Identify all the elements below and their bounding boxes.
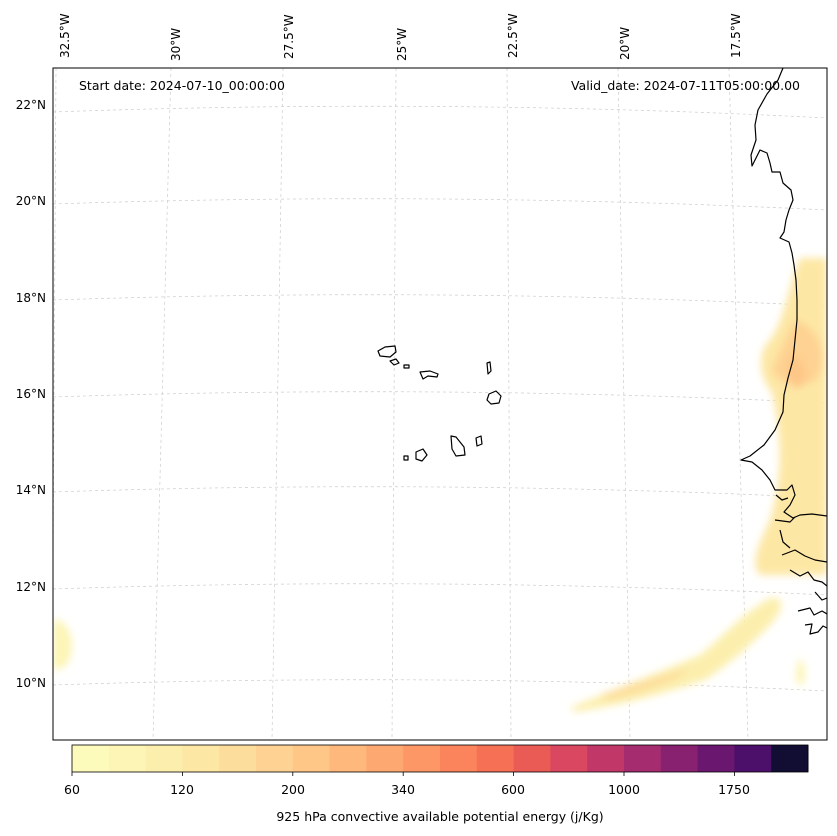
gridline-lat-22 [53,105,827,119]
gridline-lon-27-5 [271,68,284,740]
colorbar-swatch [145,745,183,772]
colorbar-swatch [256,745,294,772]
coastline-guinea-bissau [789,569,827,635]
colorbar-swatch [108,745,147,772]
lat-label-16: 16°N [15,387,46,401]
island-sal [486,361,492,375]
colorbar-swatch [219,745,257,772]
lat-label-18: 18°N [15,291,46,305]
colorbar-swatch [440,745,478,772]
gridline-lat-10 [53,679,827,692]
colorbar-swatch [771,745,809,772]
gridline-lon-32-5 [53,68,57,631]
island-boa-vista [486,390,502,405]
gridline-lon-20 [617,68,631,740]
colorbar-swatch [366,745,404,772]
gridline-lat-16 [53,391,827,404]
colorbar-tick-label-60: 60 [64,782,80,797]
lon-label-20: 20°W [618,26,632,60]
colorbar-tick-label-340: 340 [391,782,415,797]
lon-label-27-5: 27.5°W [282,14,296,59]
island-fogo [415,448,428,462]
map-frame [52,67,828,741]
gridline-lon-25 [391,68,397,740]
island-santiago [450,435,466,457]
colorbar-tick-label-120: 120 [170,782,194,797]
island-brava [403,455,409,461]
cape-region-south-band [570,597,782,712]
cape-region-east-blob [796,659,805,686]
colorbar-tick-label-200: 200 [281,782,305,797]
start-date-label: Start date: 2024-07-10_00:00:00 [79,78,285,93]
colorbar-tick-label-600: 600 [501,782,525,797]
coastline-west-africa [740,68,827,519]
colorbar-swatch [587,745,625,772]
island-maio [475,435,483,447]
island-sao-nicolau [419,370,439,380]
lat-label-20: 20°N [15,194,46,208]
valid-date-label: Valid_date: 2024-07-11T05:00:00.00 [570,78,800,93]
gridlines [53,68,827,740]
island-santa-luzia [403,364,410,369]
lat-label-22: 22°N [15,98,46,112]
cape-field [53,258,827,712]
colorbar-ticks [71,772,735,776]
coastline-gambia [774,494,827,563]
colorbar-swatch [403,745,441,772]
island-santo-antao [377,345,397,358]
gridline-lon-30 [152,68,172,740]
cape-region-south-core [600,668,690,700]
lon-label-17-5: 17.5°W [729,13,743,58]
colorbar-tick-label-1000: 1000 [608,782,640,797]
colorbar [71,744,809,776]
colorbar-frame [71,744,809,773]
cape-region-west [53,619,72,670]
lon-label-32-5: 32.5°W [58,13,72,58]
colorbar-swatch [292,745,331,772]
colorbar-swatch [72,745,110,772]
lat-label-12: 12°N [15,580,46,594]
colorbar-swatch [734,745,772,772]
lat-label-14: 14°N [15,483,46,497]
gridline-lon-22-5 [506,68,512,740]
colorbar-swatch [624,745,662,772]
colorbar-swatch [660,745,699,772]
colorbar-swatch [329,745,367,772]
colorbar-tick-label-1750: 1750 [718,782,750,797]
coastlines [377,68,827,635]
colorbar-swatches [72,745,809,772]
cape-region-coast-inner [772,320,823,386]
cape-region-coast [755,258,827,575]
lon-label-30: 30°W [169,27,183,61]
island-sao-vicente [389,358,400,366]
gridline-lat-14 [53,486,827,499]
lat-label-10: 10°N [15,676,46,690]
gridline-lat-18 [53,294,827,307]
colorbar-swatch [697,745,735,772]
gridline-lat-12 [53,583,827,596]
colorbar-swatch [476,745,515,772]
colorbar-swatch [513,745,551,772]
gridline-lat-20 [53,198,827,211]
colorbar-swatch [550,745,588,772]
colorbar-swatch [182,745,220,772]
colorbar-label: 925 hPa convective available potential e… [276,809,604,824]
lon-label-22-5: 22.5°W [506,13,520,58]
lon-label-25: 25°W [395,27,409,61]
